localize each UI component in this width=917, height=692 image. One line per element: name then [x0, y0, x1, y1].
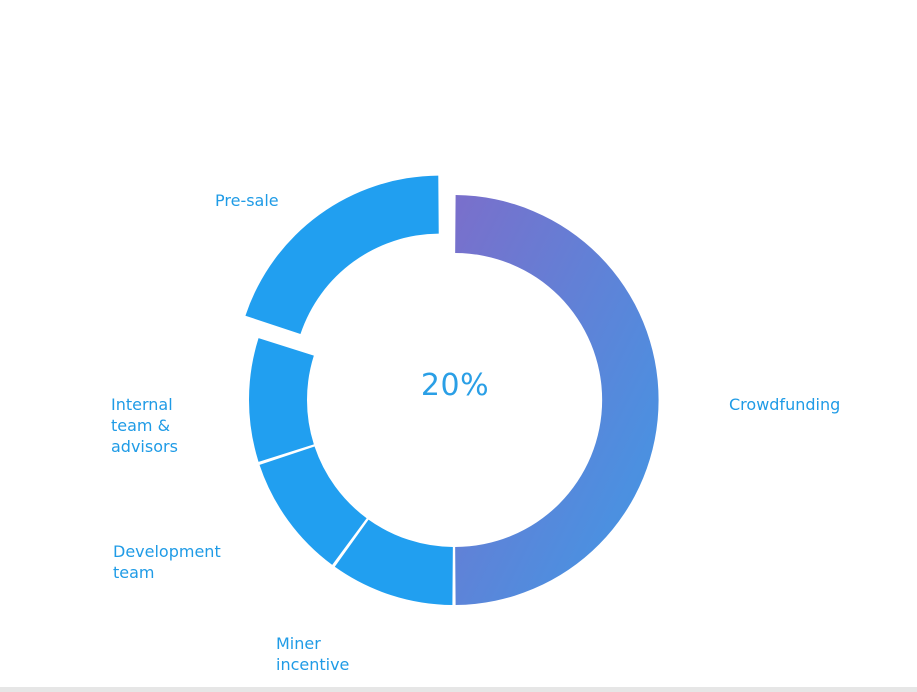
- donut-slice-pre-sale: [245, 175, 439, 335]
- donut-slice-development-team: [259, 446, 367, 565]
- slice-label-development-team: Development team: [113, 542, 221, 582]
- donut-slice-internal-team-advisors: [248, 338, 314, 462]
- slice-label-miner-incentive: Miner incentive: [276, 634, 350, 674]
- slice-label-internal-team: Internal team & advisors: [111, 395, 178, 456]
- bottom-divider: [0, 687, 917, 692]
- center-percentage: 20%: [420, 368, 490, 403]
- donut-slice-miner-incentive: [334, 519, 453, 605]
- slice-label-pre-sale: Pre-sale: [215, 191, 279, 210]
- slice-label-crowdfunding: Crowdfunding: [729, 395, 841, 414]
- donut-slice-crowdfunding: [455, 195, 659, 605]
